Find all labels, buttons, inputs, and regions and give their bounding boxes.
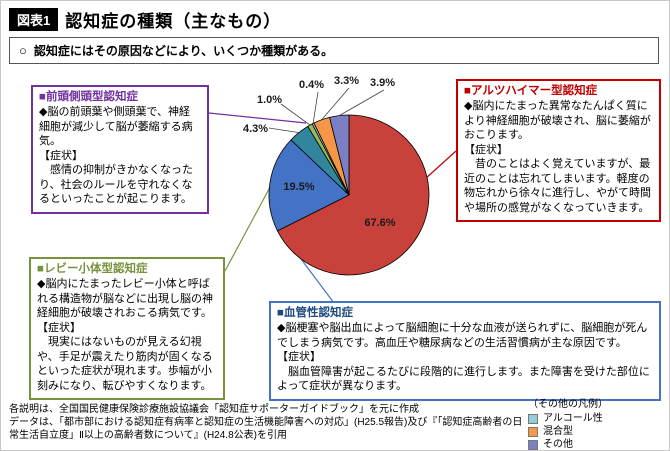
legend-swatch-other [528,439,538,450]
legend-swatch-alcohol [528,413,538,424]
pie-label-5: 3.3% [334,75,359,87]
pie-label-4: 0.4% [299,79,324,91]
box-symptom-vascular: 脳血管障害が起こるたびに段階的に進行します。また障害を受けた部位によって症状が異… [277,365,650,393]
symptom-label-vascular: 【症状】 [277,351,321,364]
pie-label-3: 1.0% [257,94,282,106]
source-note-line2: データは、「都市部における認知症有病率と認知症の生活機能障害への対応」(H25.… [9,417,523,441]
pie-label-6: 3.9% [370,77,395,89]
info-box-lewy: ■レビー小体型認知症 ◆脳内にたまったレビー小体と呼ばれる構造物が脳などに出現し… [29,257,225,401]
box-title-vascular: ■血管性認知症 [277,307,353,319]
other-legend: （その他の凡例） アルコール性 混合型 その他 [528,398,608,450]
pie-leader-line-4 [312,91,319,124]
page-title: 認知症の種類（主なもの） [65,12,282,31]
symptom-label-frontotemporal: 【症状】 [39,149,83,162]
legend-item-mixed: 混合型 [528,425,608,438]
box-body-alzheimer: ◆脳内にたまった異常なたんぱく質により神経細胞が破壊され、脳に萎縮がおこります。 [464,100,651,142]
legend-item-alcohol: アルコール性 [528,412,608,425]
pie-leader-line-5 [321,87,350,121]
box-body-vascular: ◆脳梗塞や脳出血によって脳細胞に十分な血液が送られずに、脳細胞が死んでしまう病気… [277,322,648,349]
pie-leader-line-6 [339,89,385,116]
legend-swatch-mixed [528,426,538,437]
source-notes: 各説明は、全国国民健康保険診療施設協議会「認知症サポーターガイドブック」を元に作… [9,403,524,442]
pie-leader-line-2 [268,127,300,133]
pie-leader-line-3 [280,103,311,126]
pie-label-2: 4.3% [243,123,268,135]
legend-label-alcohol: アルコール性 [543,413,603,424]
info-box-alzheimer: ■アルツハイマー型認知症 ◆脳内にたまった異常なたんぱく質により神経細胞が破壊さ… [456,79,661,223]
legend-label-other: その他 [543,439,573,450]
info-box-frontotemporal: ■前頭側頭型認知症 ◆脳の前頭葉や側頭葉で、神経細胞が減少して脳が萎縮する病気。… [31,85,209,214]
summary-text: 認知症にはその原因などにより、いくつか種類がある。 [33,44,334,58]
pie-label-0: 67.6% [364,217,395,229]
figure-number-tag: 図表1 [9,8,59,31]
box-symptom-alzheimer: 昔のことはよく覚えていますが、最近のことは忘れてしまいます。軽度の物忘れから徐々… [464,158,651,214]
pie-chart: 67.6% 19.5% 4.3% 1.0% 0.4% 3.3% 3.9% [239,71,489,321]
legend-label-mixed: 混合型 [543,426,573,437]
box-title-lewy: ■レビー小体型認知症 [37,263,148,275]
pie-chart-svg: 67.6% 19.5% 4.3% 1.0% 0.4% 3.3% 3.9% [243,75,430,276]
box-symptom-frontotemporal: 感情の抑制がきかなくなったり、社会のルールを守れなくなるといったことが起こります… [39,164,193,206]
source-note-line1: 各説明は、全国国民健康保険診療施設協議会「認知症サポーターガイドブック」を元に作… [9,404,419,415]
box-title-frontotemporal: ■前頭側頭型認知症 [39,91,138,103]
header: 図表1 認知症の種類（主なもの） [9,7,281,32]
legend-item-other: その他 [528,438,608,450]
summary-box: ○ 認知症にはその原因などにより、いくつか種類がある。 [9,37,659,64]
summary-bullet-icon: ○ [19,43,27,58]
symptom-label-alzheimer: 【症状】 [464,143,508,156]
pie-label-1: 19.5% [283,181,314,193]
box-body-lewy: ◆脳内にたまったレビー小体と呼ばれる構造物が脳などに出現し脳の神経細胞が破壊され… [37,278,213,320]
legend-title: （その他の凡例） [528,399,608,410]
info-box-vascular: ■血管性認知症 ◆脳梗塞や脳出血によって脳細胞に十分な血液が送られずに、脳細胞が… [269,301,661,401]
box-symptom-lewy: 現実にはないものが見える幻視や、手足が震えたり筋肉が固くなるといった症状が現れま… [37,336,213,392]
box-title-alzheimer: ■アルツハイマー型認知症 [464,85,598,97]
box-body-frontotemporal: ◆脳の前頭葉や側頭葉で、神経細胞が減少して脳が萎縮する病気。 [39,106,193,148]
symptom-label-lewy: 【症状】 [37,321,81,334]
